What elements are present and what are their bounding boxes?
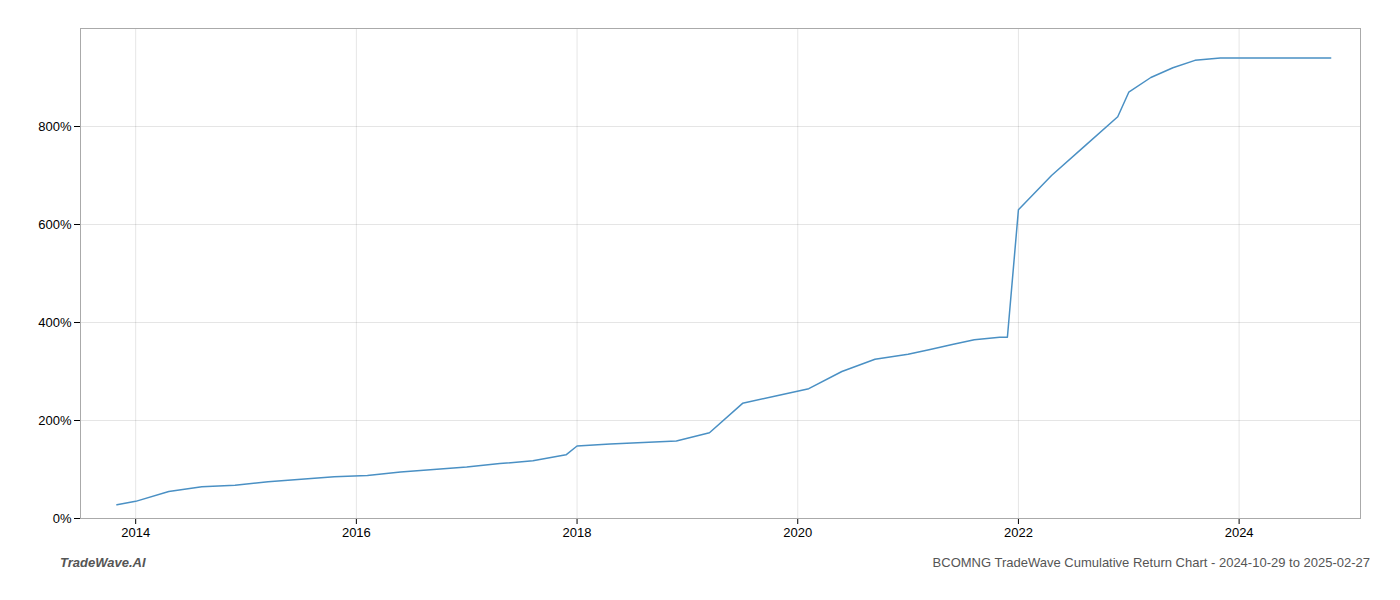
svg-text:2014: 2014 bbox=[121, 525, 150, 540]
svg-text:2016: 2016 bbox=[342, 525, 371, 540]
svg-text:600%: 600% bbox=[38, 217, 72, 232]
html-text:BCOMNG TradeWave Cumulative Re: BCOMNG TradeWave Cumulative Return Chart… bbox=[932, 555, 1370, 570]
svg-text:800%: 800% bbox=[38, 119, 72, 134]
svg-text:2024: 2024 bbox=[1225, 525, 1254, 540]
svg-text:400%: 400% bbox=[38, 315, 72, 330]
svg-text:2018: 2018 bbox=[563, 525, 592, 540]
svg-text:2022: 2022 bbox=[1004, 525, 1033, 540]
svg-text:0%: 0% bbox=[53, 511, 72, 526]
html-text:TradeWave.AI: TradeWave.AI bbox=[60, 555, 146, 570]
svg-text:2020: 2020 bbox=[783, 525, 812, 540]
svg-text:200%: 200% bbox=[38, 413, 72, 428]
